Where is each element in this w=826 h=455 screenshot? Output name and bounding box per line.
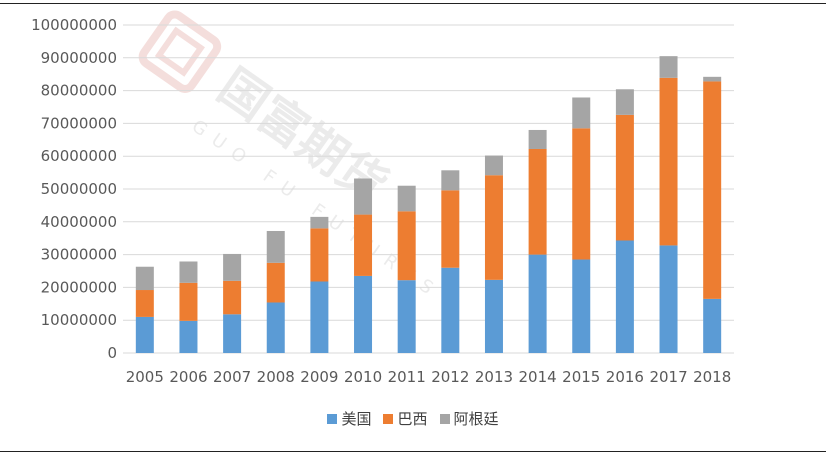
y-tick-label: 80000000 — [41, 82, 117, 100]
bar-segment — [223, 280, 242, 315]
bar-segment — [310, 228, 329, 282]
bar-segment — [659, 56, 678, 78]
y-tick-label: 100000000 — [31, 16, 117, 34]
bar-segment — [135, 290, 154, 317]
bar-segment — [397, 280, 416, 353]
x-tick-label: 2007 — [213, 368, 251, 386]
legend-item: 阿根廷 — [439, 408, 499, 429]
x-tick-label: 2009 — [300, 368, 338, 386]
x-tick-label: 2014 — [519, 368, 557, 386]
x-tick-label: 2008 — [257, 368, 295, 386]
legend-swatch — [383, 413, 394, 424]
bar-segment — [441, 267, 460, 353]
bar-segment — [397, 185, 416, 212]
bar-segment — [135, 266, 154, 291]
bar-segment — [659, 77, 678, 246]
y-tick-label: 0 — [107, 344, 117, 362]
legend-label: 阿根廷 — [453, 410, 499, 428]
x-tick-label: 2011 — [388, 368, 426, 386]
bar-segment — [354, 214, 373, 276]
legend-label: 巴西 — [397, 410, 428, 428]
legend-label: 美国 — [341, 410, 372, 428]
bar-segment — [179, 282, 198, 321]
bar-segment — [572, 259, 591, 353]
bar-segment — [266, 262, 285, 303]
x-tick-label: 2010 — [344, 368, 382, 386]
bar-segment — [572, 128, 591, 260]
legend-item: 美国 — [327, 408, 371, 429]
bar-segment — [659, 245, 678, 353]
bar-segment — [703, 81, 722, 299]
bar-segment — [310, 281, 329, 353]
top-rule — [0, 3, 826, 4]
bottom-rule — [0, 451, 826, 452]
bar-segment — [484, 279, 503, 353]
x-tick-label: 2013 — [475, 368, 513, 386]
x-tick-label: 2012 — [431, 368, 469, 386]
y-tick-label: 70000000 — [41, 114, 117, 132]
x-tick-label: 2017 — [649, 368, 687, 386]
bar-segment — [310, 216, 329, 229]
y-tick-label: 90000000 — [41, 49, 117, 67]
bar-segment — [179, 320, 198, 353]
legend-swatch — [327, 413, 338, 424]
y-tick-label: 30000000 — [41, 246, 117, 264]
bar-segment — [615, 240, 634, 353]
bar-segment — [354, 275, 373, 353]
x-tick-label: 2016 — [606, 368, 644, 386]
x-tick-label: 2005 — [126, 368, 164, 386]
y-tick-label: 40000000 — [41, 213, 117, 231]
x-tick-label: 2015 — [562, 368, 600, 386]
y-tick-label: 10000000 — [41, 311, 117, 329]
y-tick-label: 60000000 — [41, 147, 117, 165]
bar-segment — [266, 302, 285, 353]
chart-legend: 美国 巴西 阿根廷 — [0, 408, 826, 429]
bar-segment — [703, 298, 722, 353]
x-tick-label: 2006 — [169, 368, 207, 386]
bar-segment — [528, 148, 547, 255]
bar-segment — [528, 254, 547, 353]
bar-segment — [179, 261, 198, 283]
y-tick-label: 20000000 — [41, 278, 117, 296]
bar-segment — [441, 190, 460, 268]
bar-segment — [484, 155, 503, 176]
x-tick-label: 2018 — [693, 368, 731, 386]
legend-swatch — [439, 413, 450, 424]
bar-segment — [266, 230, 285, 263]
bar-segment — [223, 314, 242, 353]
bar-segment — [528, 129, 547, 149]
bar-segment — [703, 76, 722, 82]
y-tick-label: 50000000 — [41, 180, 117, 198]
bar-segment — [484, 175, 503, 280]
legend-item: 巴西 — [383, 408, 428, 429]
bar-segment — [615, 114, 634, 241]
bar-segment — [441, 170, 460, 191]
bar-segment — [397, 211, 416, 281]
bar-segment — [354, 178, 373, 215]
bar-segment — [223, 253, 242, 281]
bar-segment — [615, 89, 634, 115]
guofu-futures-watermark: 国富期货 GUO FU FUTURES — [138, 10, 445, 305]
bar-segment — [135, 316, 154, 353]
bar-segment — [572, 97, 591, 129]
